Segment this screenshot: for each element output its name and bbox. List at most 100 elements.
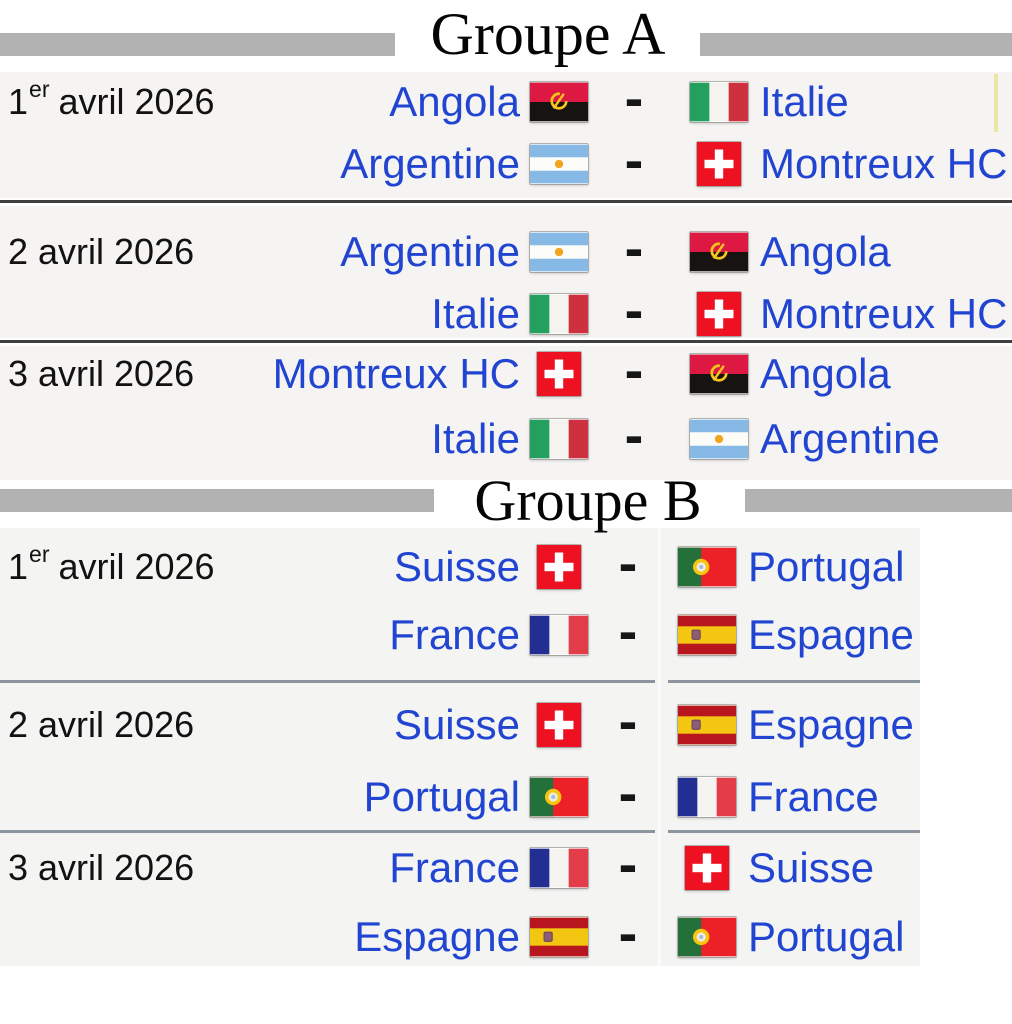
vs-separator: -: [618, 531, 638, 594]
vs-separator: -: [624, 338, 644, 401]
flag-italy-icon[interactable]: [690, 82, 748, 122]
team-link-italy[interactable]: Italie: [431, 415, 520, 462]
flag-france-icon[interactable]: [530, 615, 588, 655]
flag-switzerland-icon[interactable]: [685, 846, 729, 890]
group-header-b: Groupe B: [0, 470, 1012, 532]
vs-separator: -: [624, 216, 644, 279]
flag-angola-icon[interactable]: [690, 354, 748, 394]
date-month-year: avril 2026: [38, 847, 195, 888]
flag-italy-icon[interactable]: [530, 294, 588, 334]
home-flag-cell: [530, 352, 588, 396]
team-link-portugal[interactable]: Portugal: [748, 543, 905, 590]
team-link-portugal[interactable]: Portugal: [363, 773, 520, 820]
home-flag-cell: [530, 615, 588, 655]
team-link-france[interactable]: France: [748, 773, 879, 820]
group-rows: 1 er avril 2026 Angola - Italie Argentine - Mont…: [0, 70, 1012, 480]
flag-switzerland-icon[interactable]: [537, 352, 581, 396]
home-flag-cell: [530, 82, 588, 122]
row-divider: [0, 198, 1012, 206]
team-link-switzerland[interactable]: Suisse: [393, 543, 520, 590]
team-link-argentina[interactable]: Argentine: [340, 228, 520, 275]
flag-spain-icon[interactable]: [530, 917, 588, 957]
flag-portugal-icon[interactable]: [678, 547, 736, 587]
home-team-cell: Italie: [370, 286, 520, 342]
fixture-row: 2 avril 2026 Argentine - Angola Italie - Montre…: [0, 206, 1012, 338]
highlight-artifact: [994, 74, 998, 132]
flag-switzerland-icon[interactable]: [537, 703, 581, 747]
team-link-argentina[interactable]: Argentine: [760, 415, 940, 462]
separator-cell: -: [588, 693, 668, 753]
separator-cell: -: [588, 603, 668, 663]
team-link-spain[interactable]: Espagne: [748, 611, 914, 658]
team-link-angola[interactable]: Angola: [389, 78, 520, 125]
flag-angola-icon[interactable]: [530, 82, 588, 122]
flag-italy-icon[interactable]: [530, 419, 588, 459]
team-link-italy[interactable]: Italie: [431, 290, 520, 337]
away-flag-cell: [690, 354, 748, 394]
team-link-argentina[interactable]: Argentine: [340, 140, 520, 187]
match-line: Suisse - Portugal: [370, 535, 920, 595]
flag-switzerland-icon[interactable]: [537, 545, 581, 589]
home-flag-cell: [530, 917, 588, 957]
match-date: 3 avril 2026: [0, 840, 370, 896]
match-line: Italie - Argentine: [370, 407, 1012, 467]
team-link-spain[interactable]: Espagne: [748, 701, 914, 748]
match-line: Suisse - Espagne: [370, 693, 920, 753]
group-rows: 1 er avril 2026 Suisse - Portugal France - Espag…: [0, 528, 920, 966]
separator-cell: -: [588, 905, 668, 965]
home-flag-cell: [530, 419, 588, 459]
date-month-year: avril 2026: [38, 353, 195, 394]
flag-france-icon[interactable]: [530, 848, 588, 888]
team-link-switzerland[interactable]: Montreux HC: [272, 350, 520, 397]
away-flag-cell: [690, 142, 748, 186]
team-link-switzerland[interactable]: Suisse: [748, 844, 875, 891]
separator-cell: -: [588, 836, 668, 896]
team-link-portugal[interactable]: Portugal: [748, 913, 905, 960]
flag-portugal-icon[interactable]: [530, 777, 588, 817]
team-link-france[interactable]: France: [389, 611, 520, 658]
match-list: Suisse - Espagne Portugal - France: [364, 686, 920, 828]
flag-portugal-icon[interactable]: [678, 917, 736, 957]
team-link-angola[interactable]: Angola: [760, 350, 891, 397]
separator-cell: -: [588, 535, 668, 595]
section-groupe-a: Groupe A 1 er avril 2026 Angola - Italie Argent…: [0, 0, 1012, 480]
flag-france-icon[interactable]: [678, 777, 736, 817]
team-link-italy[interactable]: Italie: [760, 78, 849, 125]
header-rule-left: [0, 489, 434, 512]
date-day: 2: [8, 231, 29, 272]
date-month-year: avril 2026: [58, 546, 215, 587]
flag-spain-icon[interactable]: [678, 705, 736, 745]
team-link-switzerland[interactable]: Montreux HC: [760, 290, 1008, 337]
separator-cell: -: [588, 407, 680, 467]
flag-angola-icon[interactable]: [690, 232, 748, 272]
team-link-angola[interactable]: Angola: [760, 228, 891, 275]
flag-argentina-icon[interactable]: [530, 232, 588, 272]
away-flag-cell: [690, 232, 748, 272]
away-flag-cell: [678, 846, 736, 890]
row-divider: [0, 678, 920, 686]
home-team-cell: France: [370, 607, 520, 663]
team-link-spain[interactable]: Espagne: [354, 913, 520, 960]
home-team-cell: Montreux HC: [273, 346, 520, 402]
home-team-cell: Portugal: [364, 769, 520, 825]
away-flag-cell: [678, 777, 736, 817]
flag-spain-icon[interactable]: [678, 615, 736, 655]
flag-argentina-icon[interactable]: [690, 419, 748, 459]
match-line: Portugal - France: [364, 765, 920, 825]
flag-argentina-icon[interactable]: [530, 144, 588, 184]
match-list: Montreux HC - Angola Italie - Argentine: [273, 342, 1012, 480]
section-groupe-b: Groupe B 1 er avril 2026 Suisse - Portugal Fran…: [0, 470, 1012, 966]
date-ordinal-suffix: er: [29, 75, 50, 102]
away-flag-cell: [678, 547, 736, 587]
flag-switzerland-icon[interactable]: [697, 292, 741, 336]
flag-switzerland-icon[interactable]: [697, 142, 741, 186]
team-link-switzerland[interactable]: Montreux HC: [760, 140, 1008, 187]
match-date: 3 avril 2026: [0, 346, 370, 402]
team-link-france[interactable]: France: [389, 844, 520, 891]
vs-separator: -: [618, 761, 638, 824]
team-link-switzerland[interactable]: Suisse: [393, 701, 520, 748]
match-line: Montreux HC - Angola: [273, 342, 1012, 402]
header-rule-right: [745, 489, 1012, 512]
vs-separator: -: [624, 128, 644, 191]
away-flag-cell: [690, 419, 748, 459]
